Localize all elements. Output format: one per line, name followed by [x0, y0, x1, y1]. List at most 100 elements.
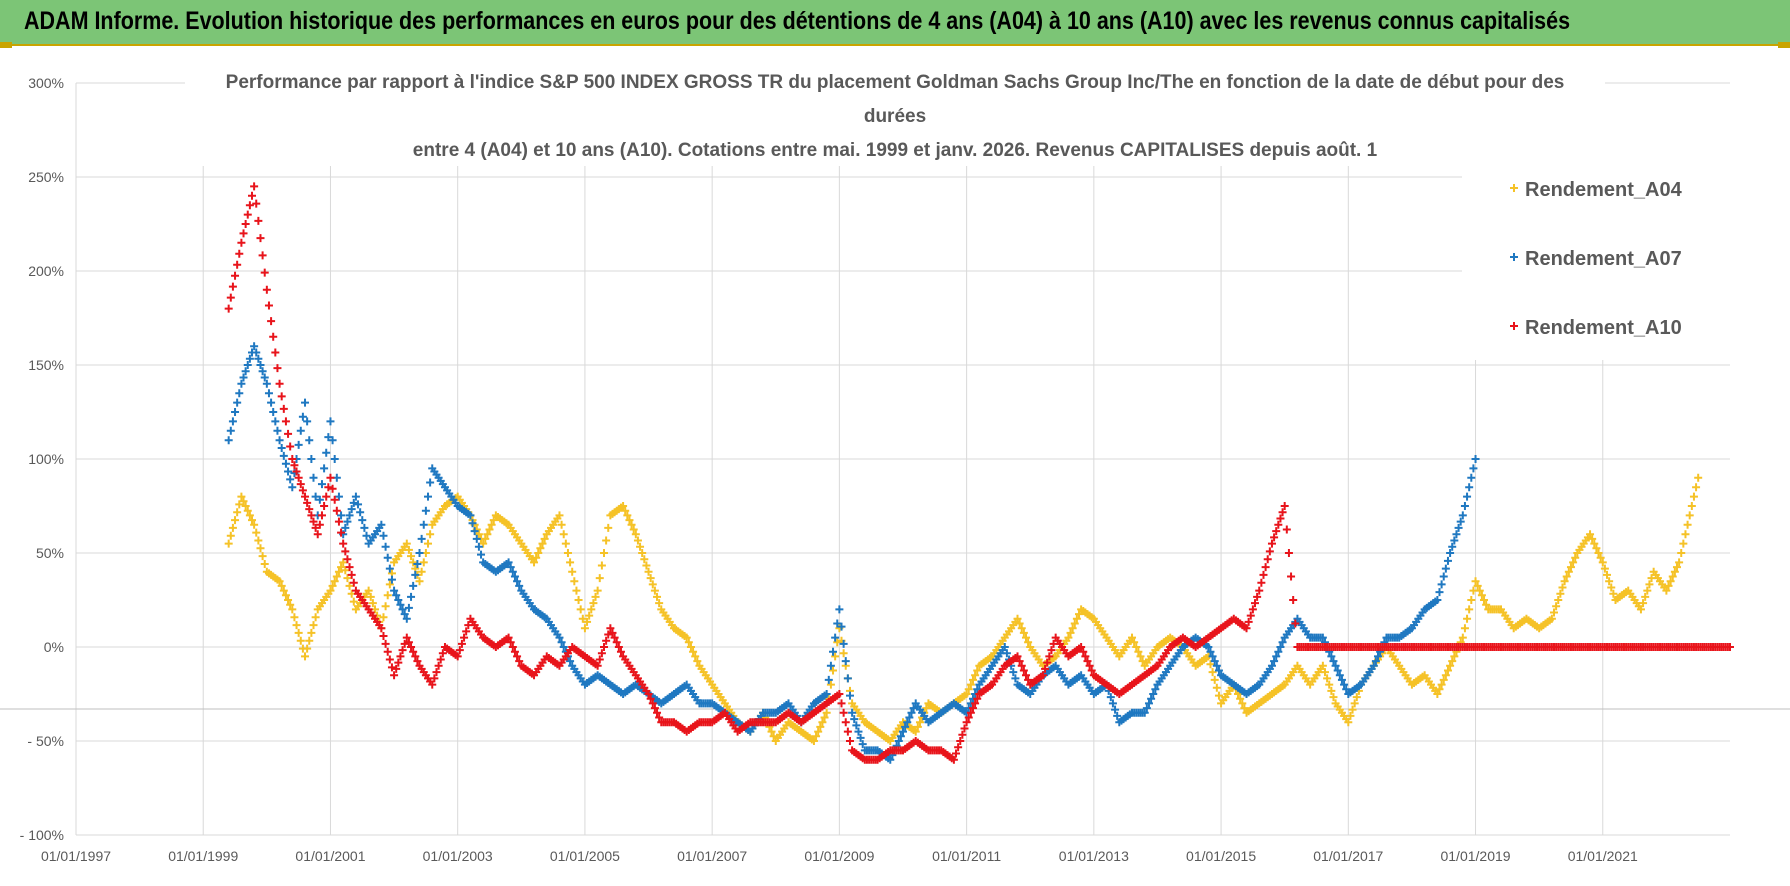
data-point: [602, 636, 611, 645]
data-point: [309, 473, 318, 482]
data-point: [400, 610, 409, 619]
data-point: [332, 506, 341, 515]
data-point: [330, 577, 339, 586]
data-point: [835, 690, 844, 698]
data-point: [767, 727, 776, 736]
data-point: [328, 484, 337, 493]
data-point: [296, 480, 305, 489]
data-point: [896, 732, 905, 741]
data-point: [1267, 539, 1276, 548]
chart-title-background: [185, 66, 1605, 166]
x-tick-label: 01/01/2017: [1313, 848, 1383, 864]
data-point: [457, 639, 466, 648]
data-point: [286, 475, 295, 484]
data-point: [506, 638, 515, 647]
data-point: [254, 354, 263, 363]
data-point: [1019, 666, 1028, 675]
data-point: [1140, 708, 1149, 717]
data-point: [254, 536, 263, 545]
data-point: [347, 505, 356, 514]
data-point: [330, 455, 339, 463]
data-point: [886, 755, 895, 764]
data-point: [1000, 643, 1009, 651]
data-point: [379, 531, 388, 540]
data-point: [655, 599, 664, 608]
data-point: [1443, 666, 1452, 675]
data-point: [305, 636, 314, 645]
data-point: [485, 525, 494, 534]
data-point: [1246, 611, 1255, 620]
y-tick-label: 200%: [28, 263, 64, 279]
data-point: [400, 639, 409, 648]
data-point: [301, 398, 310, 407]
data-point: [288, 483, 297, 492]
data-point: [228, 523, 237, 532]
data-point: [1138, 657, 1147, 666]
data-point: [383, 591, 392, 600]
data-point: [358, 516, 367, 525]
data-point: [1017, 661, 1026, 670]
data-point: [349, 498, 358, 507]
data-point: [1267, 661, 1276, 670]
data-point: [1369, 661, 1378, 670]
data-point: [413, 657, 422, 666]
data-point: [409, 647, 418, 656]
data-point: [1344, 718, 1353, 727]
data-point: [411, 652, 420, 661]
data-point: [294, 628, 303, 637]
data-point: [233, 398, 242, 407]
data-point: [1598, 558, 1607, 567]
data-point: [1329, 657, 1338, 666]
data-point: [1238, 699, 1247, 708]
data-point: [413, 559, 422, 568]
data-point: [260, 268, 269, 277]
data-point: [1679, 539, 1688, 548]
data-point: [841, 657, 850, 666]
data-point: [655, 713, 664, 722]
data-point: [345, 563, 354, 572]
data-point: [260, 373, 269, 382]
data-point: [305, 436, 314, 445]
data-point: [377, 624, 386, 633]
data-point: [224, 304, 233, 313]
data-point: [296, 426, 305, 435]
data-point: [1467, 473, 1476, 482]
data-point: [1340, 680, 1349, 689]
data-point: [576, 605, 585, 614]
data-point: [398, 605, 407, 614]
data-point: [812, 732, 821, 741]
data-point: [468, 519, 477, 528]
data-point: [279, 404, 288, 413]
data-point: [1439, 675, 1448, 684]
data-point: [1253, 592, 1262, 601]
data-point: [1282, 525, 1291, 534]
data-point: [477, 550, 486, 559]
data-point: [1248, 605, 1257, 614]
data-point: [387, 575, 396, 584]
data-point: [1689, 492, 1698, 501]
data-point: [262, 285, 271, 294]
data-point: [271, 348, 280, 357]
series-rendement-a04: [224, 473, 1703, 745]
data-point: [341, 547, 350, 556]
data-point: [239, 373, 248, 382]
data-point: [540, 534, 549, 543]
data-point: [1013, 652, 1022, 661]
data-point: [228, 282, 237, 291]
data-point: [1437, 580, 1446, 589]
data-point: [530, 558, 539, 567]
data-point: [226, 426, 235, 435]
data-point: [330, 495, 339, 504]
axes: 300% 250% 200% 150% 100% 50% 0% - 50% - 100% 01/0…: [20, 75, 1638, 864]
data-point: [419, 558, 428, 567]
data-point: [1077, 643, 1086, 651]
data-point: [1482, 600, 1491, 609]
data-point: [1151, 685, 1160, 694]
data-point: [343, 555, 352, 564]
data-point: [237, 238, 246, 247]
data-point: [595, 574, 604, 583]
data-point: [294, 473, 303, 482]
data-point: [1433, 690, 1442, 698]
data-point: [682, 633, 691, 642]
data-point: [1662, 586, 1671, 595]
